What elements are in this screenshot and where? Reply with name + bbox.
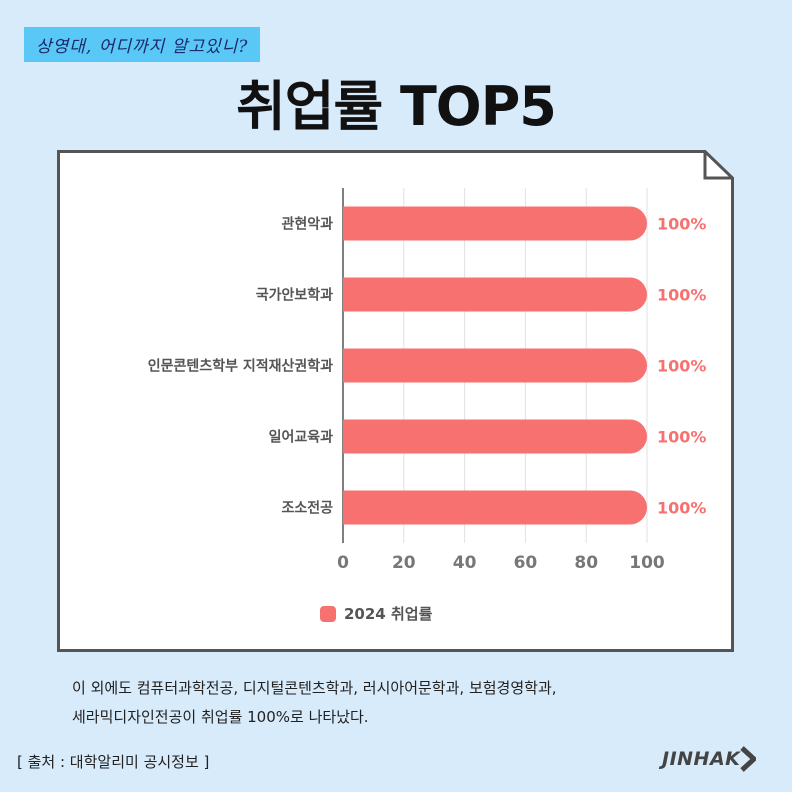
bar — [343, 490, 647, 525]
category-label: 조소전공 — [281, 500, 333, 517]
tagline: 상영대, 어디까지 알고있니? — [24, 27, 261, 62]
data-label: 100% — [657, 499, 706, 518]
note-line-2: 세라믹디자인전공이 취업률 100%로 나타났다. — [72, 708, 369, 726]
chart-card: 0 20 40 60 80 100 관현악과 100% 국가안보학과 100% 인문콘텐츠학부 지적… — [57, 150, 734, 652]
bar — [343, 277, 647, 312]
chart-legend: 2024 취업률 — [320, 603, 432, 624]
bar — [343, 206, 647, 241]
bar — [343, 348, 647, 383]
source-text: [ 출처 : 대학알리미 공시정보 ] — [17, 753, 210, 771]
note-text: 이 외에도 컴퓨터과학전공, 디지털콘텐츠학과, 러시아어문학과, 보험경영학과… — [72, 674, 557, 732]
bar-left-edge — [343, 348, 377, 383]
x-tick-label: 0 — [337, 553, 349, 573]
data-label: 100% — [657, 428, 706, 447]
note-line-1: 이 외에도 컴퓨터과학전공, 디지털콘텐츠학과, 러시아어문학과, 보험경영학과… — [72, 679, 557, 697]
category-label: 국가안보학과 — [256, 287, 333, 304]
legend-swatch — [320, 605, 336, 622]
jinhak-logo: JINHAK — [662, 746, 757, 772]
legend-label: 2024 취업률 — [344, 605, 433, 623]
x-tick-label: 100 — [629, 553, 665, 573]
category-label: 일어교육과 — [269, 429, 334, 446]
x-tick-label: 20 — [392, 553, 416, 573]
bar-left-edge — [343, 419, 377, 454]
x-tick-label: 40 — [453, 553, 477, 573]
bar-left-edge — [343, 206, 377, 241]
data-label: 100% — [657, 286, 706, 305]
data-label: 100% — [657, 357, 706, 376]
x-tick-label: 80 — [574, 553, 598, 573]
bar-left-edge — [343, 490, 377, 525]
page-title: 취업률 TOP5 — [236, 75, 557, 138]
logo-arrow-icon — [740, 746, 757, 772]
folded-corner-icon — [703, 151, 733, 180]
bar-chart: 0 20 40 60 80 100 관현악과 100% 국가안보학과 100% 인문콘텐츠학부 지적… — [148, 188, 706, 573]
category-label: 관현악과 — [281, 216, 333, 233]
card-frame — [57, 150, 734, 652]
bar-left-edge — [343, 277, 377, 312]
category-label: 인문콘텐츠학부 지적재산권학과 — [148, 358, 333, 375]
bar — [343, 419, 647, 454]
logo-text: JINHAK — [662, 748, 741, 770]
x-tick-label: 60 — [514, 553, 538, 573]
data-label: 100% — [657, 215, 706, 234]
